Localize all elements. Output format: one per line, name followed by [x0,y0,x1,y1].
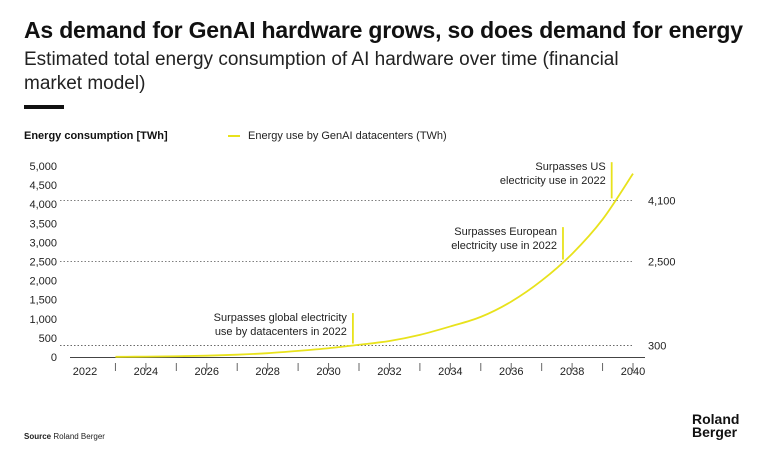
legend: Energy use by GenAI datacenters (TWh) [228,130,447,142]
brand-logo: Roland Berger [692,411,740,440]
annotation-text: electricity use in 2022 [500,175,606,187]
x-tick-label: 2036 [499,366,523,378]
x-tick-label: 2034 [438,366,462,378]
annotation-text: Surpasses European [454,226,557,238]
y-tick-label: 3,000 [29,237,57,249]
y-tick-label: 4,000 [29,199,57,211]
y-tick-label: 1,000 [29,314,57,326]
chart-title: As demand for GenAI hardware grows, so d… [24,17,743,43]
x-tick-label: 2022 [73,366,97,378]
x-tick-label: 2038 [560,366,584,378]
y-tick-label: 1,500 [29,295,57,307]
y-tick-label: 2,500 [29,257,57,269]
annotation-text: Surpasses US [535,161,605,173]
chart-subtitle: Estimated total energy consumption of AI… [24,49,619,94]
legend-swatch [228,135,240,137]
y-tick-label: 0 [51,352,57,364]
reference-line-label: 300 [648,341,666,353]
x-tick-label: 2026 [195,366,219,378]
annotation-text: use by datacenters in 2022 [215,326,347,338]
source-note: Source Roland Berger [24,432,105,441]
reference-line-label: 4,100 [648,195,676,207]
x-tick-label: 2040 [621,366,645,378]
x-tick-label: 2032 [377,366,401,378]
x-tick-label: 2028 [255,366,279,378]
annotation-text: Surpasses global electricity [214,312,348,324]
title-divider [24,105,64,109]
y-axis-label: Energy consumption [TWh] [24,130,168,142]
y-tick-label: 500 [39,333,57,345]
y-tick-label: 5,000 [29,161,57,173]
y-tick-label: 4,500 [29,180,57,192]
series-line [115,173,634,358]
y-tick-label: 3,500 [29,218,57,230]
annotation-text: electricity use in 2022 [451,240,557,252]
legend-label: Energy use by GenAI datacenters (TWh) [248,130,447,142]
x-tick-label: 2030 [316,366,340,378]
chart-canvas: 0 500 1,000 1,500 2,000 2,500 3,000 3,500 4,000 4… [29,161,676,378]
reference-line-label: 2,500 [648,257,676,269]
y-tick-label: 2,000 [29,276,57,288]
x-tick-label: 2024 [134,366,158,378]
